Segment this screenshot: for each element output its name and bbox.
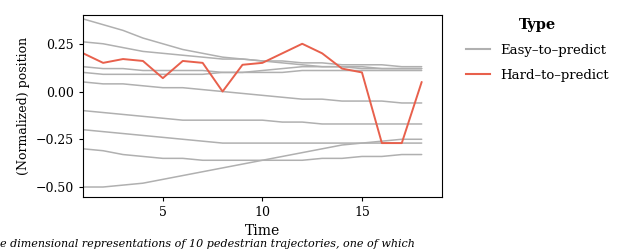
X-axis label: Time: Time	[244, 224, 280, 238]
Text: e dimensional representations of 10 pedestrian trajectories, one of which: e dimensional representations of 10 pede…	[0, 239, 415, 249]
Y-axis label: (Normalized) position: (Normalized) position	[17, 37, 30, 175]
Legend: Easy–to–predict, Hard–to–predict: Easy–to–predict, Hard–to–predict	[466, 18, 609, 82]
